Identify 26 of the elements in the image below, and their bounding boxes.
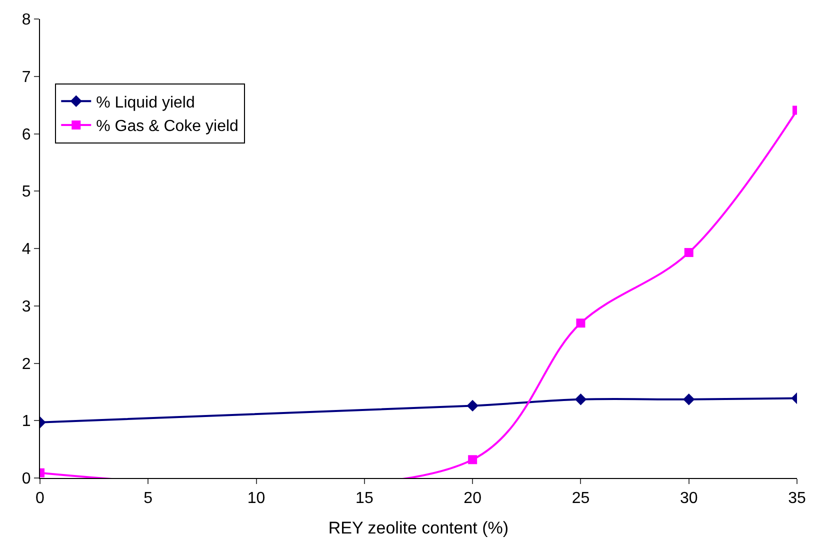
legend-label: % Liquid yield <box>96 94 195 112</box>
x-tick-label: 10 <box>247 490 266 508</box>
x-tick-label: 5 <box>144 490 153 508</box>
y-tick-label: 0 <box>22 470 31 488</box>
point <box>574 394 587 406</box>
y-tick-label: 7 <box>22 68 31 86</box>
y-tick-label: 3 <box>22 298 31 316</box>
x-tick-label: 0 <box>36 490 45 508</box>
point <box>576 318 586 328</box>
y-tick-label: 4 <box>22 241 31 258</box>
point <box>683 394 695 406</box>
x-tick-label: 30 <box>680 490 698 508</box>
point <box>684 248 694 258</box>
y-tick-label: 5 <box>22 184 31 201</box>
x-tick-label: 15 <box>356 490 374 508</box>
x-axis-title: REY zeolite content (%) <box>328 518 509 538</box>
x-tick-label: 20 <box>464 490 482 508</box>
point <box>466 400 478 412</box>
legend-label: % Gas & Coke yield <box>96 118 238 136</box>
x-tick-label: 35 <box>788 490 806 508</box>
point <box>468 455 478 464</box>
y-tick-label: 1 <box>22 413 31 430</box>
y-tick-label: 6 <box>22 126 31 144</box>
y-tick-label: 2 <box>22 356 31 373</box>
x-tick-label: 25 <box>572 490 590 508</box>
y-tick-label: 8 <box>22 12 31 29</box>
